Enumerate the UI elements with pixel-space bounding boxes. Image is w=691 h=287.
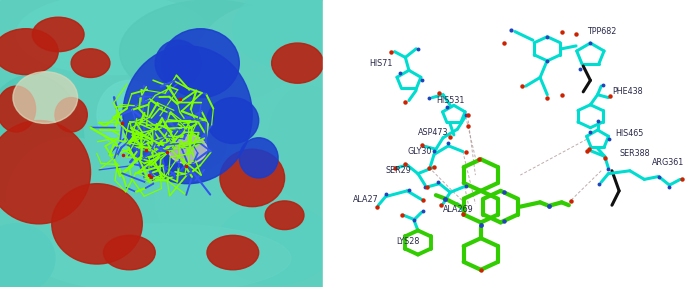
Ellipse shape xyxy=(0,20,129,123)
Ellipse shape xyxy=(123,46,252,184)
Ellipse shape xyxy=(0,121,91,224)
Text: ALA27: ALA27 xyxy=(353,195,379,204)
Ellipse shape xyxy=(104,235,155,270)
Ellipse shape xyxy=(13,72,77,123)
Ellipse shape xyxy=(0,75,84,212)
Ellipse shape xyxy=(0,29,58,75)
Ellipse shape xyxy=(155,40,200,86)
Ellipse shape xyxy=(265,201,304,230)
Ellipse shape xyxy=(168,135,207,164)
Text: ARG361: ARG361 xyxy=(652,158,683,167)
Ellipse shape xyxy=(162,115,227,172)
Ellipse shape xyxy=(207,98,258,144)
Text: TPP682: TPP682 xyxy=(587,27,616,36)
Text: PHE438: PHE438 xyxy=(612,87,643,96)
Ellipse shape xyxy=(268,86,346,201)
Ellipse shape xyxy=(207,235,258,270)
Ellipse shape xyxy=(6,138,136,264)
Text: HIS531: HIS531 xyxy=(436,96,464,105)
Ellipse shape xyxy=(0,224,55,287)
Ellipse shape xyxy=(16,0,210,75)
Ellipse shape xyxy=(120,0,301,103)
Ellipse shape xyxy=(32,224,291,287)
Ellipse shape xyxy=(187,6,330,166)
Ellipse shape xyxy=(55,98,87,132)
Ellipse shape xyxy=(233,0,349,69)
Ellipse shape xyxy=(220,149,285,207)
Text: GLY30: GLY30 xyxy=(407,147,431,156)
Text: SER388: SER388 xyxy=(619,149,650,158)
Ellipse shape xyxy=(272,43,323,83)
Ellipse shape xyxy=(97,80,162,149)
Text: HIS71: HIS71 xyxy=(370,59,392,68)
Ellipse shape xyxy=(152,141,184,175)
Ellipse shape xyxy=(162,29,239,98)
Ellipse shape xyxy=(71,49,110,77)
Text: SER29: SER29 xyxy=(386,166,411,175)
Ellipse shape xyxy=(0,86,35,132)
Text: ALA269: ALA269 xyxy=(443,205,474,214)
Ellipse shape xyxy=(155,149,298,253)
Ellipse shape xyxy=(239,138,278,178)
Text: LYS28: LYS28 xyxy=(397,236,419,246)
Ellipse shape xyxy=(52,184,142,264)
Ellipse shape xyxy=(217,204,333,284)
Text: ASP473: ASP473 xyxy=(418,127,448,137)
Text: HIS465: HIS465 xyxy=(616,129,644,138)
Ellipse shape xyxy=(32,17,84,52)
